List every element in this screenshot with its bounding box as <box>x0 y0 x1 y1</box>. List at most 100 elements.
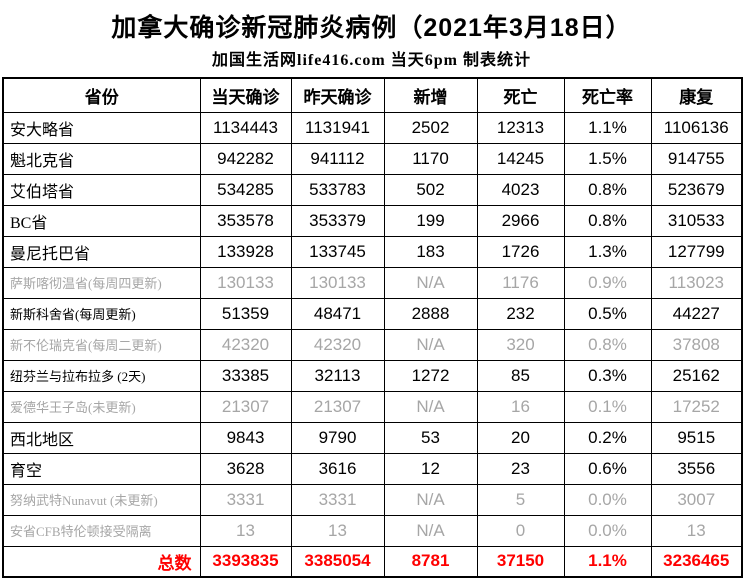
province-cell: 西北地区 <box>2 421 201 454</box>
value-cell: 13 <box>650 514 743 547</box>
value-cell: 44227 <box>650 297 743 330</box>
value-cell: 9843 <box>199 421 292 454</box>
table-row: 新不伦瑞克省(每周二更新) 42320 42320 N/A 320 0.8% 37808 <box>2 328 743 361</box>
page: 加拿大确诊新冠肺炎病例（2021年3月18日） 加国生活网life416.com… <box>0 8 743 578</box>
value-cell: N/A <box>383 514 478 547</box>
value-cell: 9515 <box>650 421 743 454</box>
table-row: 纽芬兰与拉布拉多 (2天) 33385 32113 1272 85 0.3% 25162 <box>2 359 743 392</box>
value-cell: 533783 <box>290 173 385 206</box>
table-row: 西北地区 9843 9790 53 20 0.2% 9515 <box>2 421 743 454</box>
value-cell: 17252 <box>650 390 743 423</box>
value-cell: 32113 <box>290 359 385 392</box>
totals-deaths: 37150 <box>476 545 565 578</box>
value-cell: 13 <box>199 514 292 547</box>
value-cell: 14245 <box>476 142 565 175</box>
totals-row: 总数 3393835 3385054 8781 37150 1.1% 32364… <box>2 545 743 578</box>
value-cell: 51359 <box>199 297 292 330</box>
value-cell: 130133 <box>290 266 385 299</box>
table-row: 曼尼托巴省 133928 133745 183 1726 1.3% 127799 <box>2 235 743 268</box>
col-header-new-cases: 新增 <box>383 77 478 113</box>
value-cell: N/A <box>383 390 478 423</box>
value-cell: 1.5% <box>563 142 652 175</box>
value-cell: 4023 <box>476 173 565 206</box>
header-row: 省份 当天确诊 昨天确诊 新增 死亡 死亡率 康复 <box>2 77 743 113</box>
province-cell: 萨斯喀彻温省(每周四更新) <box>2 266 201 299</box>
value-cell: 523679 <box>650 173 743 206</box>
value-cell: 12 <box>383 452 478 485</box>
value-cell: 127799 <box>650 235 743 268</box>
value-cell: 25162 <box>650 359 743 392</box>
value-cell: 23 <box>476 452 565 485</box>
value-cell: 3007 <box>650 483 743 516</box>
table-row: 安大略省 1134443 1131941 2502 12313 1.1% 1106136 <box>2 111 743 144</box>
value-cell: 1272 <box>383 359 478 392</box>
province-cell: 爱德华王子岛(未更新) <box>2 390 201 423</box>
value-cell: 0.0% <box>563 514 652 547</box>
value-cell: 53 <box>383 421 478 454</box>
value-cell: 941112 <box>290 142 385 175</box>
value-cell: 0.6% <box>563 452 652 485</box>
value-cell: 48471 <box>290 297 385 330</box>
province-cell: 新不伦瑞克省(每周二更新) <box>2 328 201 361</box>
value-cell: 21307 <box>290 390 385 423</box>
value-cell: 9790 <box>290 421 385 454</box>
value-cell: 2502 <box>383 111 478 144</box>
province-cell: BC省 <box>2 204 201 237</box>
value-cell: 5 <box>476 483 565 516</box>
value-cell: 1170 <box>383 142 478 175</box>
value-cell: 0.9% <box>563 266 652 299</box>
value-cell: 3628 <box>199 452 292 485</box>
value-cell: 42320 <box>290 328 385 361</box>
value-cell: 3556 <box>650 452 743 485</box>
table-row: 育空 3628 3616 12 23 0.6% 3556 <box>2 452 743 485</box>
value-cell: 534285 <box>199 173 292 206</box>
value-cell: 310533 <box>650 204 743 237</box>
value-cell: 133928 <box>199 235 292 268</box>
table-row: 努纳武特Nunavut (未更新) 3331 3331 N/A 5 0.0% 3007 <box>2 483 743 516</box>
totals-label: 总数 <box>2 545 201 578</box>
col-header-death-rate: 死亡率 <box>563 77 652 113</box>
value-cell: 914755 <box>650 142 743 175</box>
value-cell: 37808 <box>650 328 743 361</box>
col-header-recovered: 康复 <box>650 77 743 113</box>
table-row: BC省 353578 353379 199 2966 0.8% 310533 <box>2 204 743 237</box>
value-cell: N/A <box>383 266 478 299</box>
table-row: 萨斯喀彻温省(每周四更新) 130133 130133 N/A 1176 0.9% 113… <box>2 266 743 299</box>
province-cell: 魁北克省 <box>2 142 201 175</box>
value-cell: N/A <box>383 328 478 361</box>
value-cell: 0 <box>476 514 565 547</box>
totals-death-rate: 1.1% <box>563 545 652 578</box>
value-cell: 3331 <box>199 483 292 516</box>
value-cell: 1134443 <box>199 111 292 144</box>
value-cell: 133745 <box>290 235 385 268</box>
value-cell: 3616 <box>290 452 385 485</box>
value-cell: 16 <box>476 390 565 423</box>
province-cell: 安大略省 <box>2 111 201 144</box>
province-cell: 新斯科舍省(每周更新) <box>2 297 201 330</box>
value-cell: 353578 <box>199 204 292 237</box>
value-cell: 2966 <box>476 204 565 237</box>
value-cell: N/A <box>383 483 478 516</box>
value-cell: 353379 <box>290 204 385 237</box>
value-cell: 3331 <box>290 483 385 516</box>
value-cell: 20 <box>476 421 565 454</box>
totals-yesterday-confirmed: 3385054 <box>290 545 385 578</box>
province-cell: 曼尼托巴省 <box>2 235 201 268</box>
value-cell: 42320 <box>199 328 292 361</box>
value-cell: 0.2% <box>563 421 652 454</box>
table-row: 新斯科舍省(每周更新) 51359 48471 2888 232 0.5% 44227 <box>2 297 743 330</box>
value-cell: 1176 <box>476 266 565 299</box>
value-cell: 33385 <box>199 359 292 392</box>
table-row: 安省CFB特伦顿接受隔离 13 13 N/A 0 0.0% 13 <box>2 514 743 547</box>
value-cell: 1.1% <box>563 111 652 144</box>
value-cell: 1106136 <box>650 111 743 144</box>
value-cell: 502 <box>383 173 478 206</box>
value-cell: 130133 <box>199 266 292 299</box>
table-row: 魁北克省 942282 941112 1170 14245 1.5% 914755 <box>2 142 743 175</box>
table-row: 艾伯塔省 534285 533783 502 4023 0.8% 523679 <box>2 173 743 206</box>
value-cell: 1726 <box>476 235 565 268</box>
value-cell: 320 <box>476 328 565 361</box>
value-cell: 0.0% <box>563 483 652 516</box>
value-cell: 0.5% <box>563 297 652 330</box>
totals-new-cases: 8781 <box>383 545 478 578</box>
